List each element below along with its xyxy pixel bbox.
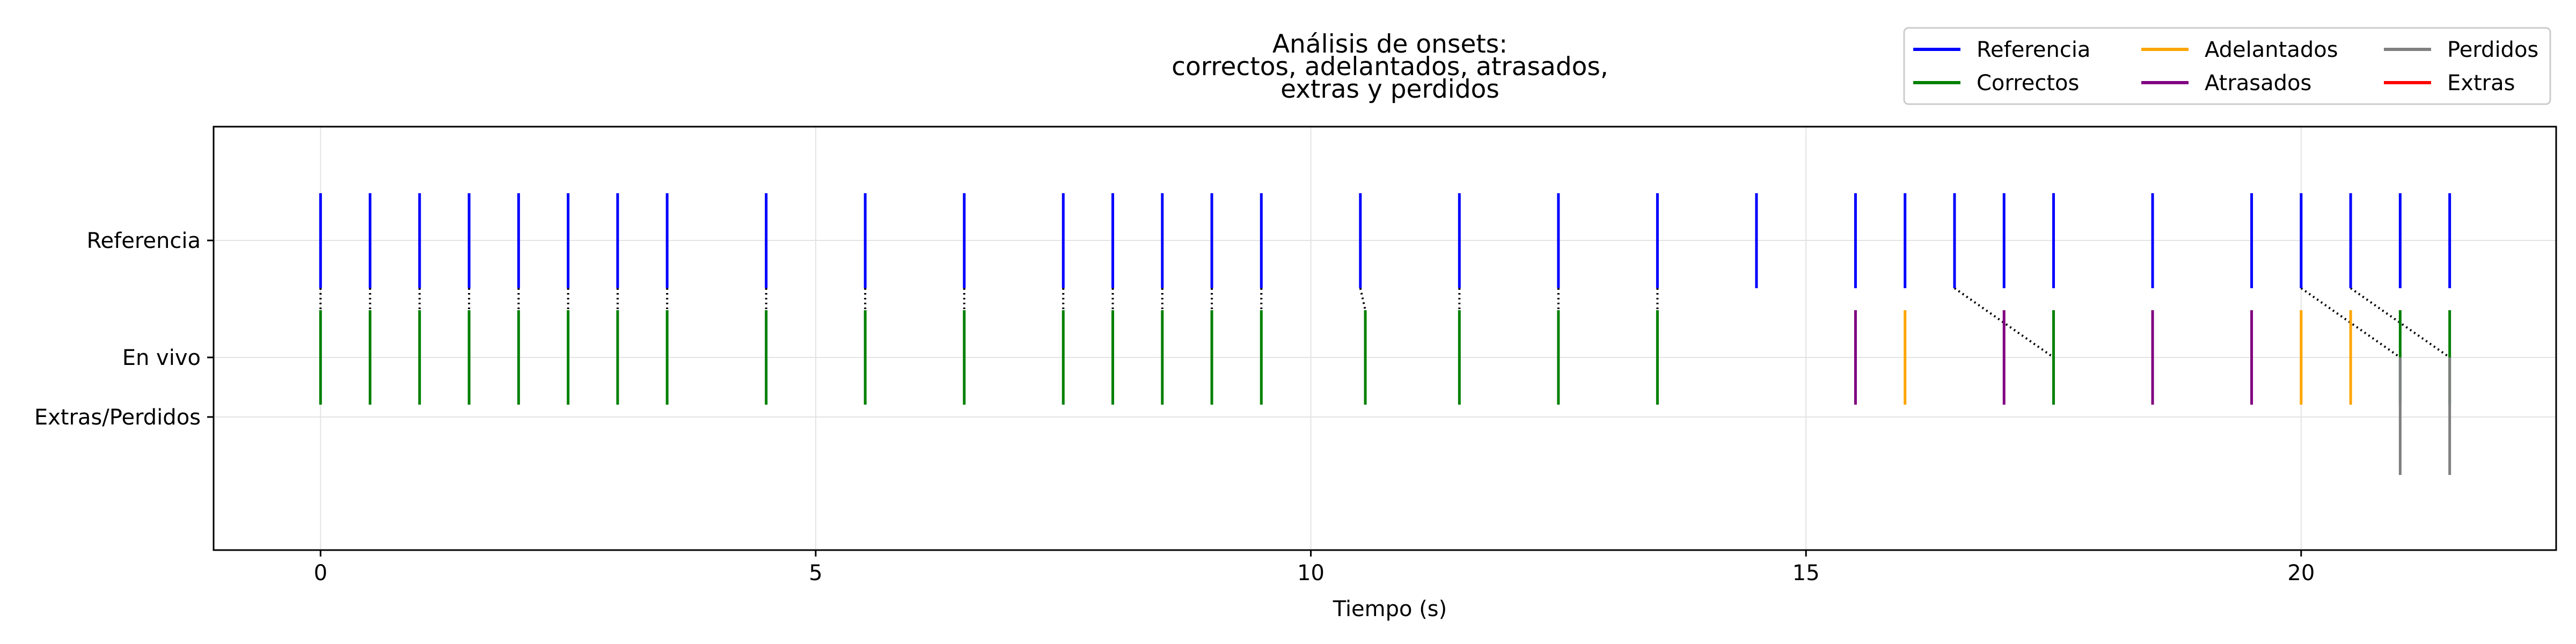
legend-label: Atrasados xyxy=(2205,71,2311,96)
grid xyxy=(214,127,2556,550)
title: Análisis de onsets: correctos, adelantado… xyxy=(1172,30,1608,104)
x-tick-label: 15 xyxy=(1792,561,1820,586)
legend-label: Extras xyxy=(2447,71,2515,96)
legend-box xyxy=(1903,27,2551,105)
y-tick-label: En vivo xyxy=(122,346,201,370)
x-tick-label: 10 xyxy=(1297,561,1324,586)
match-connector xyxy=(1953,287,2054,358)
x-axis-label: Tiempo (s) xyxy=(1333,597,1447,621)
legend-label: Perdidos xyxy=(2447,38,2538,62)
y-tick-label: Extras/Perdidos xyxy=(34,405,201,430)
legend-label: Adelantados xyxy=(2205,38,2338,62)
x-tick-label: 20 xyxy=(2287,561,2315,586)
plot-frame xyxy=(213,126,2557,551)
y-tick-label: Referencia xyxy=(87,229,201,253)
match-connectors xyxy=(319,287,2450,358)
x-tick-label: 5 xyxy=(809,561,822,586)
legend: Referencia Correctos Adelantados Atrasados P… xyxy=(1903,27,2551,105)
chart-title: Análisis de onsets: correctos, adelantado… xyxy=(1172,30,1608,104)
x-axis: 0 5 10 15 20 xyxy=(314,550,2315,586)
title-line: extras y perdidos xyxy=(1280,75,1499,104)
match-connector xyxy=(2350,287,2450,358)
title-line: correctos, adelantados, atrasados, xyxy=(1172,52,1608,82)
title-line: Análisis de onsets: xyxy=(1272,30,1507,59)
legend-label: Correctos xyxy=(1977,71,2079,96)
y-axis: Referencia En vivo Extras/Perdidos xyxy=(34,229,214,430)
match-connector xyxy=(2300,287,2401,358)
x-tick-label: 0 xyxy=(314,561,327,586)
legend-label: Referencia xyxy=(1977,38,2090,62)
onset-marks xyxy=(319,193,2451,475)
match-connector xyxy=(1359,288,1367,311)
